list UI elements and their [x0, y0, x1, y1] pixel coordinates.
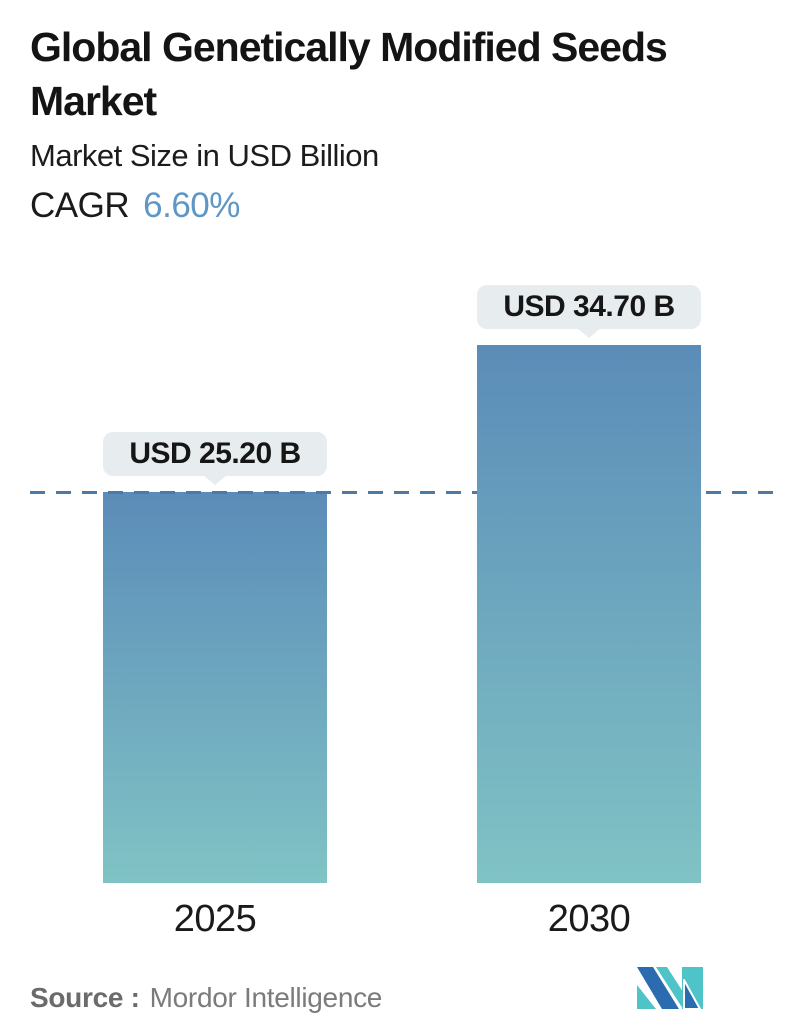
value-tooltip-2025: USD 25.20 B: [103, 432, 327, 485]
x-axis-label-2030: 2030: [547, 898, 631, 940]
bar-chart: USD 25.20 B 2025 USD 34.70 B 2030: [30, 0, 779, 940]
mordor-intelligence-logo: [637, 967, 703, 1009]
page-title: Global Genetically Modified Seeds Market: [30, 20, 770, 128]
cagr-value: 6.60%: [143, 186, 240, 225]
bar-group-2025: USD 25.20 B 2025: [103, 0, 327, 940]
logo-blue-triangle: [683, 979, 701, 1009]
bar-group-2030: USD 34.70 B 2030: [477, 0, 701, 940]
cagr-row: CAGR 6.60%: [30, 186, 240, 226]
page-title-line2: Market: [30, 78, 157, 124]
source-line: Source : Mordor Intelligence: [30, 982, 382, 1014]
chart-subtitle: Market Size in USD Billion: [30, 138, 379, 173]
value-tooltip-2030: USD 34.70 B: [477, 285, 701, 338]
bar-2025: [103, 492, 327, 883]
value-label-2030: USD 34.70 B: [503, 290, 675, 323]
cagr-label: CAGR: [30, 186, 130, 225]
x-axis-label-2025: 2025: [173, 898, 257, 940]
bar-2030: [477, 345, 701, 883]
logo-teal-wedge: [637, 985, 656, 1009]
value-label-2025: USD 25.20 B: [129, 437, 301, 470]
reference-dashed-line: [30, 491, 779, 494]
tooltip-pointer: [577, 328, 601, 338]
tooltip-pointer: [203, 475, 227, 485]
source-label: Source :: [30, 982, 140, 1013]
source-value: Mordor Intelligence: [149, 982, 383, 1013]
page-title-line1: Global Genetically Modified Seeds: [30, 24, 668, 70]
logo-blue-band: [637, 967, 679, 1009]
